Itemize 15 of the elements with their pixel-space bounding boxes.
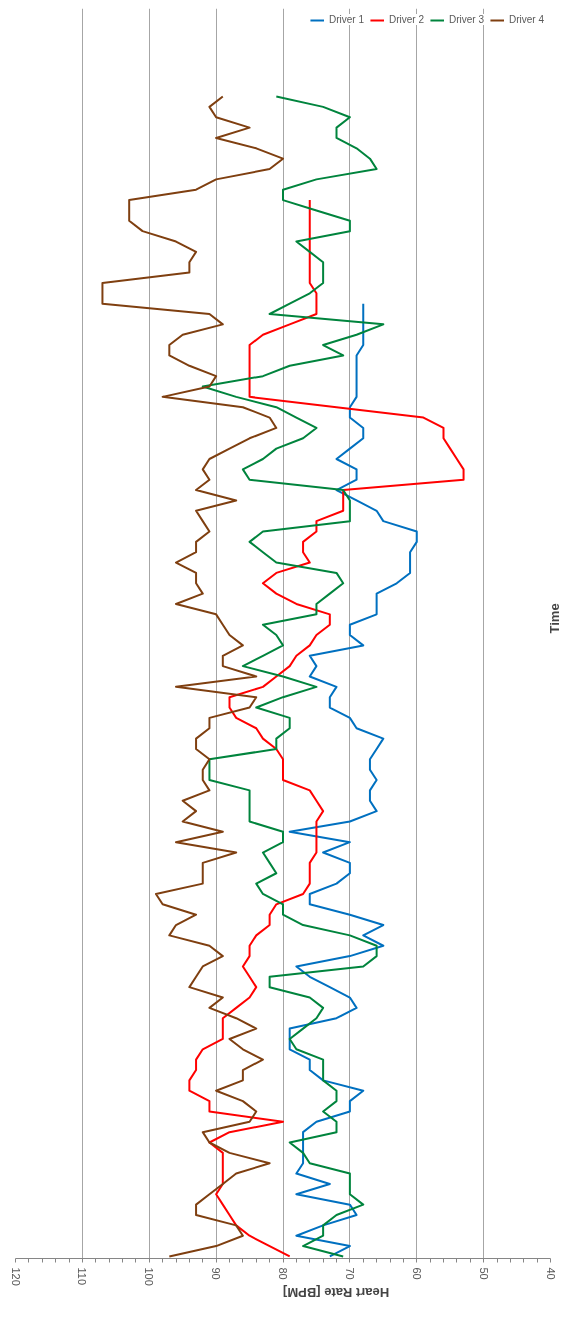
x-axis-title: Heart Rate [BPM] (283, 1285, 390, 1301)
x-tick-label: 70 (343, 1267, 356, 1280)
legend-label: Driver 3 (448, 14, 484, 25)
x-tick-label: 60 (410, 1267, 423, 1280)
legend-label: Driver 1 (328, 14, 364, 25)
legend-label: Driver 2 (388, 14, 424, 25)
y-axis-title: Time (547, 603, 562, 634)
x-tick-label: 120 (9, 1267, 22, 1286)
x-tick-label: 80 (277, 1267, 289, 1280)
x-tick-label: 50 (477, 1267, 490, 1280)
x-tick-label: 90 (210, 1267, 223, 1280)
x-tick-label: 110 (76, 1267, 89, 1286)
legend-label: Driver 4 (508, 14, 544, 25)
x-tick-label: 40 (544, 1267, 557, 1280)
x-tick-label: 100 (143, 1267, 156, 1286)
